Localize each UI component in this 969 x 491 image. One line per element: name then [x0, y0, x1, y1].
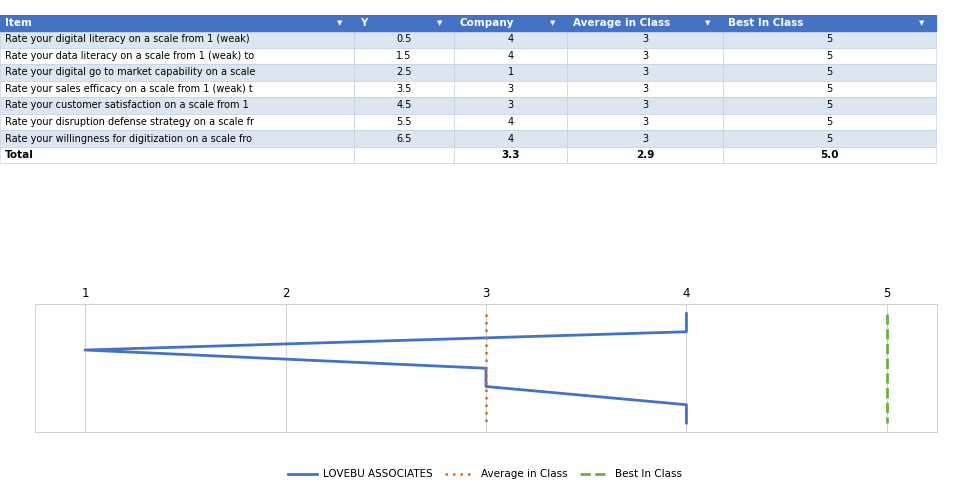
Bar — [0, 130, 354, 147]
Text: 4: 4 — [507, 134, 514, 143]
Text: 4: 4 — [507, 34, 514, 45]
Bar — [722, 81, 935, 97]
Text: 3: 3 — [641, 51, 647, 61]
Bar — [453, 97, 567, 114]
Text: 5: 5 — [826, 101, 831, 110]
Bar — [567, 114, 722, 130]
Text: ▼: ▼ — [549, 20, 555, 26]
Bar — [354, 130, 453, 147]
Bar — [0, 97, 354, 114]
Text: 4.5: 4.5 — [396, 101, 411, 110]
Text: 3: 3 — [507, 84, 514, 94]
Bar — [354, 64, 453, 81]
Bar — [722, 97, 935, 114]
Text: 1.5: 1.5 — [396, 51, 411, 61]
Text: ▼: ▼ — [436, 20, 442, 26]
Text: Item: Item — [5, 18, 32, 28]
Text: 4: 4 — [507, 51, 514, 61]
Text: Rate your willingness for digitization on a scale fro: Rate your willingness for digitization o… — [5, 134, 252, 143]
Text: 2.9: 2.9 — [636, 150, 653, 160]
Text: 3: 3 — [641, 67, 647, 78]
Text: 5.0: 5.0 — [819, 150, 838, 160]
Bar — [453, 114, 567, 130]
Text: Rate your customer satisfaction on a scale from 1: Rate your customer satisfaction on a sca… — [5, 101, 248, 110]
Text: Rate your digital go to market capability on a scale: Rate your digital go to market capabilit… — [5, 67, 255, 78]
Bar — [0, 31, 354, 48]
Text: 5: 5 — [826, 84, 831, 94]
Text: Rate your data literacy on a scale from 1 (weak) to: Rate your data literacy on a scale from … — [5, 51, 254, 61]
Bar — [0, 114, 354, 130]
FancyBboxPatch shape — [0, 15, 354, 31]
FancyBboxPatch shape — [567, 15, 722, 31]
Bar — [0, 147, 354, 164]
Bar — [354, 97, 453, 114]
Bar — [567, 31, 722, 48]
Bar — [453, 130, 567, 147]
Bar — [354, 147, 453, 164]
Bar — [354, 31, 453, 48]
Bar — [567, 130, 722, 147]
Text: 2.5: 2.5 — [396, 67, 411, 78]
Text: Company: Company — [459, 18, 514, 28]
Text: 5.5: 5.5 — [396, 117, 411, 127]
Bar — [453, 31, 567, 48]
Text: 5: 5 — [826, 67, 831, 78]
Bar — [453, 64, 567, 81]
Bar — [567, 48, 722, 64]
Text: Average in Class: Average in Class — [573, 18, 670, 28]
Text: 3: 3 — [641, 134, 647, 143]
FancyBboxPatch shape — [722, 15, 935, 31]
Text: 3: 3 — [641, 101, 647, 110]
Bar — [354, 114, 453, 130]
FancyBboxPatch shape — [453, 15, 567, 31]
Bar — [722, 48, 935, 64]
Text: 5: 5 — [826, 51, 831, 61]
Text: 3: 3 — [641, 84, 647, 94]
Text: 5: 5 — [826, 117, 831, 127]
Bar — [0, 64, 354, 81]
Text: 3: 3 — [641, 117, 647, 127]
FancyBboxPatch shape — [354, 15, 453, 31]
Text: 4: 4 — [507, 117, 514, 127]
Text: 3.3: 3.3 — [501, 150, 519, 160]
Bar — [354, 48, 453, 64]
Text: 5: 5 — [826, 134, 831, 143]
Bar — [567, 147, 722, 164]
Text: 3: 3 — [507, 101, 514, 110]
Text: 5: 5 — [826, 34, 831, 45]
Bar — [567, 64, 722, 81]
Text: Total: Total — [5, 150, 34, 160]
Bar — [722, 64, 935, 81]
Text: ▼: ▼ — [704, 20, 710, 26]
Bar — [453, 81, 567, 97]
Text: Rate your digital literacy on a scale from 1 (weak): Rate your digital literacy on a scale fr… — [5, 34, 249, 45]
Bar — [567, 97, 722, 114]
Text: 3: 3 — [641, 34, 647, 45]
Text: 1: 1 — [507, 67, 514, 78]
Text: 0.5: 0.5 — [396, 34, 411, 45]
Bar — [453, 48, 567, 64]
Bar — [567, 81, 722, 97]
Text: 3.5: 3.5 — [396, 84, 411, 94]
Legend: LOVEBU ASSOCIATES, Average in Class, Best In Class: LOVEBU ASSOCIATES, Average in Class, Bes… — [283, 465, 686, 483]
Bar — [722, 31, 935, 48]
Bar — [722, 147, 935, 164]
Text: ▼: ▼ — [336, 20, 342, 26]
Bar — [354, 81, 453, 97]
Bar — [453, 147, 567, 164]
Text: Best In Class: Best In Class — [728, 18, 803, 28]
Text: Rate your disruption defense strategy on a scale fr: Rate your disruption defense strategy on… — [5, 117, 254, 127]
Text: 6.5: 6.5 — [396, 134, 411, 143]
Text: Rate your sales efficacy on a scale from 1 (weak) t: Rate your sales efficacy on a scale from… — [5, 84, 252, 94]
Bar — [0, 48, 354, 64]
Text: Y: Y — [359, 18, 367, 28]
Bar — [722, 114, 935, 130]
Text: ▼: ▼ — [918, 20, 923, 26]
Bar — [722, 130, 935, 147]
Bar — [0, 81, 354, 97]
